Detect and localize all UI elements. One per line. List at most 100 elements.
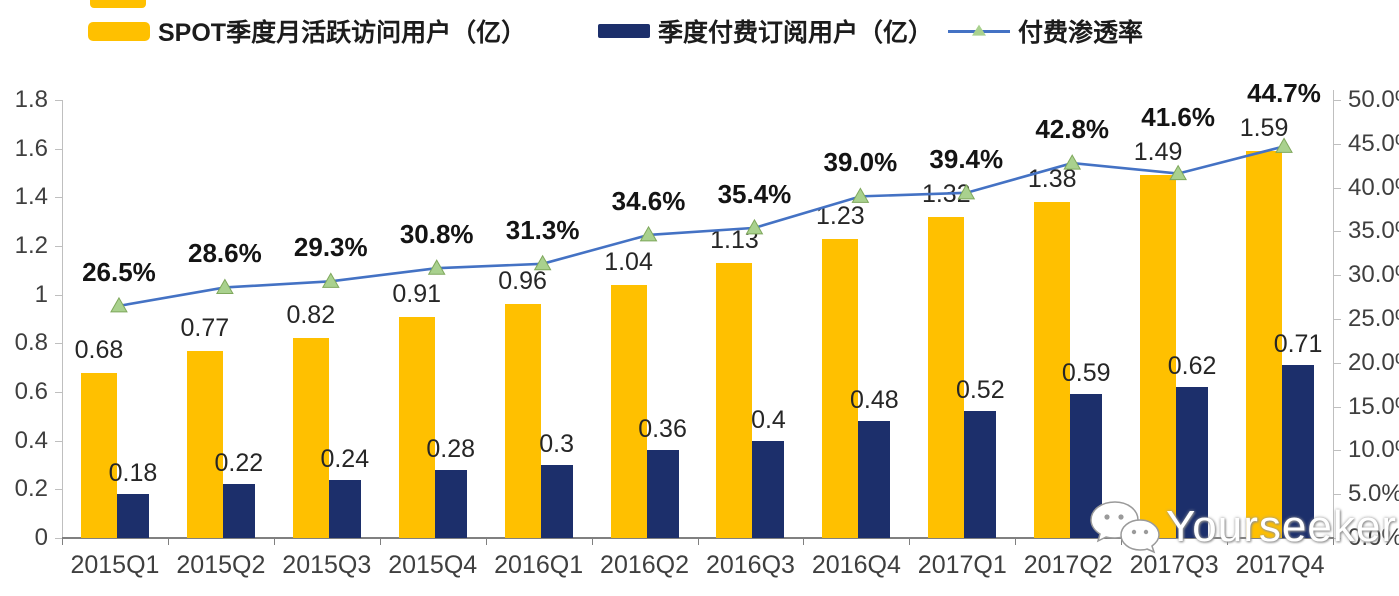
x-axis-tick [803, 539, 805, 545]
right-axis-tick-label: 5.0% [1348, 480, 1399, 508]
x-category-label: 2016Q3 [705, 551, 795, 579]
left-axis-line [62, 100, 63, 538]
right-axis-tick-label: 0.0% [1348, 524, 1399, 551]
left-axis-tick-label: 0.6 [14, 378, 48, 405]
mau-bar [398, 316, 435, 538]
penetration-point-marker [427, 259, 446, 275]
subscribers-value-label: 0.4 [751, 405, 786, 434]
mau-value-label: 0.82 [286, 301, 336, 330]
penetration-value-label: 34.6% [611, 185, 686, 216]
legend-item-mau: SPOT季度月活跃访问用户（亿） [88, 16, 527, 47]
right-axis-tick [1334, 100, 1341, 101]
mau-bar [504, 304, 541, 538]
right-axis-tick-label: 35.0% [1348, 217, 1399, 245]
top-edge-artifact [90, 0, 146, 8]
penetration-value-label: 44.7% [1247, 78, 1321, 109]
subscribers-bar [328, 479, 361, 538]
subscribers-value-label: 0.52 [955, 376, 1005, 405]
wechat-icon [1090, 501, 1160, 554]
mau-bar [80, 372, 117, 538]
left-axis-tick [55, 392, 62, 393]
penetration-value-label: 35.4% [717, 178, 792, 209]
right-axis-tick [1334, 231, 1341, 233]
penetration-value-label: 39.4% [929, 143, 1004, 174]
right-axis-tick-label: 30.0% [1348, 261, 1399, 289]
mau-value-label: 0.77 [180, 313, 230, 342]
x-category-label: 2016Q1 [494, 551, 584, 579]
x-category-label: 2015Q2 [176, 551, 266, 579]
right-axis-tick [1334, 187, 1341, 189]
subscribers-value-label: 0.71 [1273, 330, 1323, 359]
right-axis-line [1333, 90, 1334, 538]
triangle-marker-icon [972, 24, 986, 36]
subscribers-bar [752, 440, 785, 538]
legend-item-subscribers: 季度付费订阅用户（亿） [598, 16, 934, 47]
penetration-point-marker [321, 272, 340, 288]
right-axis-tick [1334, 538, 1341, 539]
bottom-axis-line [62, 537, 1334, 539]
right-axis-tick-label: 40.0% [1348, 173, 1399, 201]
subscribers-value-label: 0.3 [539, 430, 574, 458]
subscribers-bar [116, 494, 149, 538]
x-axis-tick [485, 539, 487, 545]
penetration-value-label: 29.3% [293, 232, 368, 263]
right-axis-tick [1334, 275, 1341, 277]
subscribers-value-label: 0.22 [214, 449, 264, 478]
subscribers-value-label: 0.18 [108, 459, 158, 488]
x-axis-tick [909, 539, 911, 545]
penetration-value-label: 42.8% [1035, 114, 1110, 145]
x-category-label: 2015Q1 [70, 551, 160, 579]
penetration-value-label: 39.0% [823, 147, 898, 178]
subscribers-value-label: 0.59 [1061, 359, 1111, 388]
right-axis-tick-label: 10.0% [1348, 436, 1399, 464]
x-category-label: 2017Q2 [1023, 551, 1113, 579]
right-axis-tick [1334, 450, 1341, 452]
x-category-label: 2017Q3 [1129, 551, 1219, 579]
penetration-point-marker [110, 296, 128, 313]
mau-value-label: 1.32 [921, 179, 971, 208]
right-axis-tick [1334, 362, 1341, 364]
left-axis-tick [55, 440, 62, 442]
x-category-label: 2016Q2 [600, 551, 690, 579]
x-category-label: 2017Q1 [917, 551, 1007, 579]
x-category-label: 2016Q4 [811, 551, 901, 579]
subscribers-legend-label: 季度付费订阅用户（亿） [658, 19, 934, 47]
left-axis-tick [55, 148, 62, 150]
left-axis-tick-label: 0.2 [14, 475, 48, 503]
left-axis-tick-label: 1.6 [14, 134, 48, 162]
penetration-value-label: 28.6% [188, 238, 262, 269]
penetration-legend-label: 付费渗透率 [1018, 19, 1144, 47]
x-axis-tick [591, 539, 593, 545]
penetration-point-marker [216, 278, 234, 294]
subscribers-bar [964, 411, 997, 538]
subscribers-legend-swatch [598, 24, 650, 38]
mau-value-label: 0.91 [392, 279, 442, 308]
left-axis-tick-label: 0 [34, 524, 48, 551]
subscribers-value-label: 0.24 [320, 444, 370, 473]
x-category-label: 2017Q4 [1235, 551, 1325, 579]
left-axis-tick [55, 197, 62, 199]
x-axis-tick [1015, 539, 1017, 545]
penetration-value-label: 26.5% [82, 256, 156, 287]
subscribers-bar [646, 450, 679, 538]
x-axis-tick [1333, 539, 1334, 545]
penetration-legend-swatch [948, 24, 1010, 36]
left-axis-tick [55, 489, 62, 491]
x-axis-tick [697, 539, 699, 545]
mau-value-label: 0.68 [74, 335, 124, 364]
mau-legend-label: SPOT季度月活跃访问用户（亿） [158, 19, 527, 47]
left-axis-tick-label: 1.4 [14, 183, 48, 211]
subscribers-value-label: 0.28 [426, 434, 476, 463]
mau-bar [610, 284, 647, 538]
penetration-value-label: 30.8% [399, 219, 474, 250]
subscribers-bar [1282, 365, 1315, 538]
subscribers-value-label: 0.36 [638, 415, 687, 444]
x-axis-tick [379, 539, 381, 545]
right-axis-tick-label: 25.0% [1348, 305, 1399, 332]
x-category-label: 2015Q3 [282, 551, 372, 579]
left-axis-tick-label: 1.8 [14, 86, 48, 113]
mau-legend-swatch [88, 21, 150, 41]
subscribers-bar [540, 465, 573, 538]
left-axis-tick [55, 343, 62, 345]
penetration-value-label: 31.3% [505, 214, 580, 245]
